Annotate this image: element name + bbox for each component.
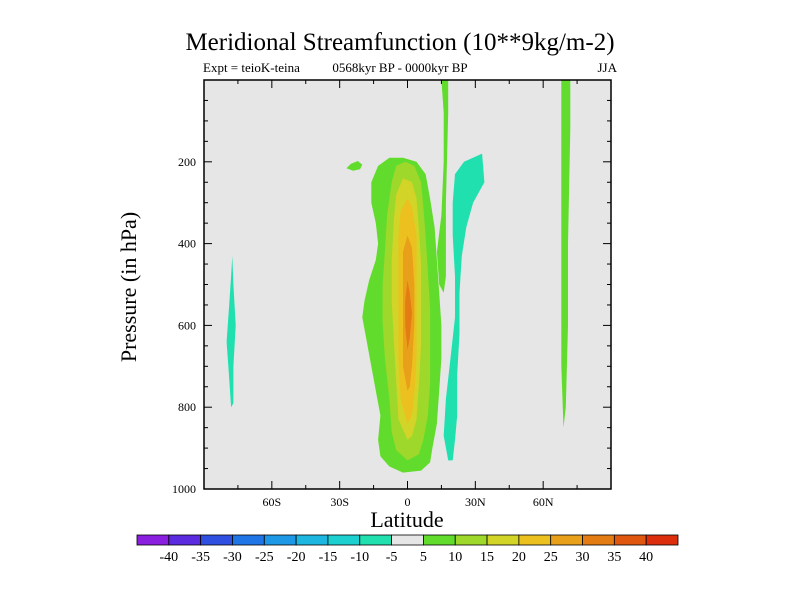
colorbar-box — [486, 534, 520, 546]
right-string: JJA — [597, 60, 617, 75]
colorbar-label: -25 — [255, 550, 274, 565]
colorbar-box — [327, 534, 361, 546]
y-tick-label: 400 — [178, 237, 196, 251]
y-tick-label: 200 — [178, 155, 196, 169]
contour-negative-cell-30n — [443, 153, 485, 461]
contour-positive-strip-15n — [436, 80, 449, 293]
colorbar-box — [200, 534, 233, 546]
x-axis-label: Latitude — [370, 507, 443, 532]
colorbar-box — [613, 534, 647, 546]
colorbar-box — [232, 534, 265, 546]
colorbar-label: 15 — [480, 550, 494, 565]
colorbar-label: -40 — [159, 550, 178, 565]
colorbar-label: -20 — [287, 550, 306, 565]
colorbar-label: 10 — [448, 550, 462, 565]
colorbar-label: 5 — [420, 550, 427, 565]
colorbar-label: -15 — [319, 550, 338, 565]
x-tick-label: 0 — [405, 495, 411, 509]
x-tick-label: 30S — [330, 495, 349, 509]
colorbar-box — [423, 534, 456, 546]
y-tick-label: 800 — [178, 400, 196, 414]
colorbar-label: 25 — [544, 550, 558, 565]
colorbar-box — [582, 534, 615, 546]
colorbar-box — [518, 534, 552, 546]
y-axis-label: Pressure (in hPa) — [116, 212, 141, 362]
contour-positive-strip-70n — [561, 80, 571, 428]
contour-positive-blob-left-5 — [346, 161, 363, 171]
colorbar-label: -30 — [223, 550, 242, 565]
colorbar-box — [295, 534, 329, 546]
center-string: 0568kyr BP - 0000kyr BP — [332, 60, 468, 75]
colorbar-label: 40 — [639, 550, 653, 565]
colorbar-box — [136, 534, 170, 546]
colorbar-box — [645, 534, 679, 546]
x-tick-label: 60S — [262, 495, 281, 509]
colorbar-label: -35 — [191, 550, 210, 565]
y-tick-label: 1000 — [172, 482, 196, 496]
colorbar-box — [359, 534, 392, 546]
x-tick-label: 30N — [465, 495, 486, 509]
contour-negative-cell-70s — [226, 255, 236, 408]
colorbar-label: 20 — [512, 550, 526, 565]
colorbar-label: 35 — [607, 550, 621, 565]
colorbar-box — [550, 534, 583, 546]
x-tick-label: 60N — [533, 495, 554, 509]
colorbar-box — [168, 534, 202, 546]
y-tick-label: 600 — [178, 318, 196, 332]
colorbar-label: -5 — [386, 550, 398, 565]
contour-positive-core-30 — [405, 280, 412, 350]
colorbar-box — [454, 534, 488, 546]
left-string: Expt = teioK-teina — [203, 60, 300, 75]
colorbar-label: 30 — [576, 550, 590, 565]
colorbar-label: -10 — [350, 550, 369, 565]
colorbar-box — [391, 534, 424, 546]
colorbar-box — [263, 534, 297, 546]
chart-title: Meridional Streamfunction (10**9kg/m-2) — [185, 29, 615, 56]
